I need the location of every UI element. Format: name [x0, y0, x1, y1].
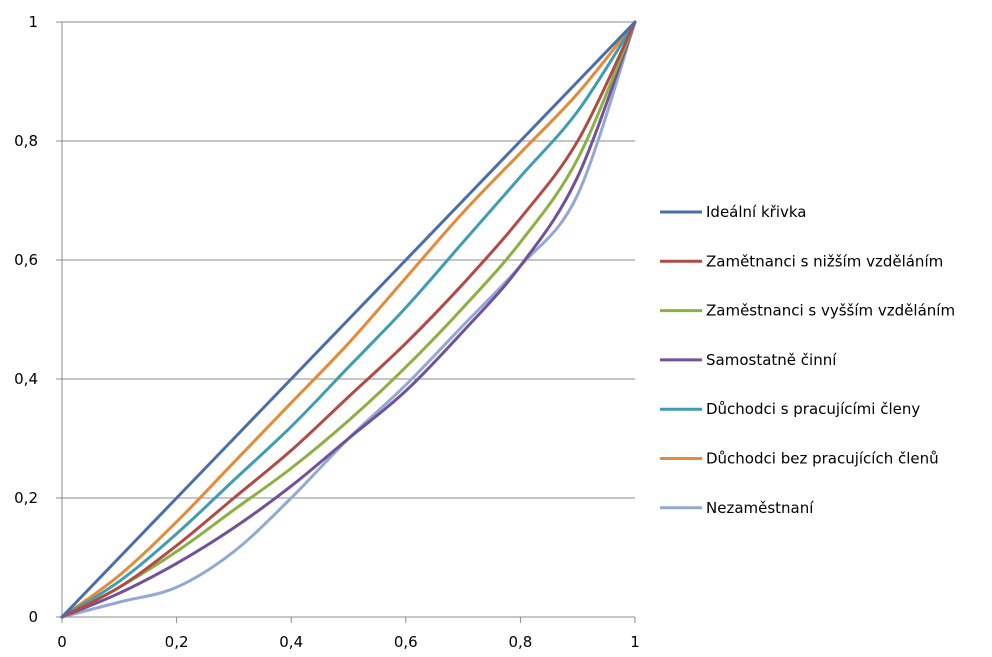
series-line-2 — [60, 20, 637, 619]
legend-label: Samostatně činní — [706, 351, 837, 369]
y-tick-label: 0,4 — [14, 370, 38, 388]
legend-label: Ideální křivka — [706, 203, 807, 221]
series-line-4 — [60, 20, 637, 619]
series-line-7 — [60, 20, 637, 619]
x-tick-label: 0 — [57, 633, 67, 651]
legend-label: Zamětnanci s nižším vzděláním — [706, 252, 943, 270]
x-tick-label: 1 — [630, 633, 640, 651]
y-tick-label: 0 — [28, 608, 38, 626]
y-tick-label: 0,8 — [14, 132, 38, 150]
series-line-5 — [60, 20, 637, 619]
legend-label: Důchodci bez pracujících členů — [706, 450, 939, 468]
axes: 0 0,2 0,4 0,6 0,8 1 0 0,2 0,4 0,6 0,8 1 — [14, 13, 640, 651]
legend-label: Zaměstnanci s vyšším vzděláním — [706, 302, 955, 320]
series-line-1 — [60, 20, 637, 619]
series-line-3 — [60, 20, 637, 619]
x-tick-label: 0,4 — [279, 633, 303, 651]
legend: Ideální křivka Zamětnanci s nižším vzdělá… — [660, 203, 955, 517]
x-tick-label: 0,2 — [165, 633, 189, 651]
y-tick-label: 1 — [28, 13, 38, 31]
y-tick-label: 0,2 — [14, 489, 38, 507]
legend-label: Nezaměstnaní — [706, 499, 814, 517]
series-line-6 — [60, 20, 637, 619]
y-tick-label: 0,6 — [14, 251, 38, 269]
x-tick-label: 0,8 — [508, 633, 532, 651]
x-tick-label: 0,6 — [394, 633, 418, 651]
series-lines — [60, 20, 637, 619]
gridlines — [62, 21, 635, 499]
legend-label: Důchodci s pracujícími členy — [706, 400, 920, 418]
